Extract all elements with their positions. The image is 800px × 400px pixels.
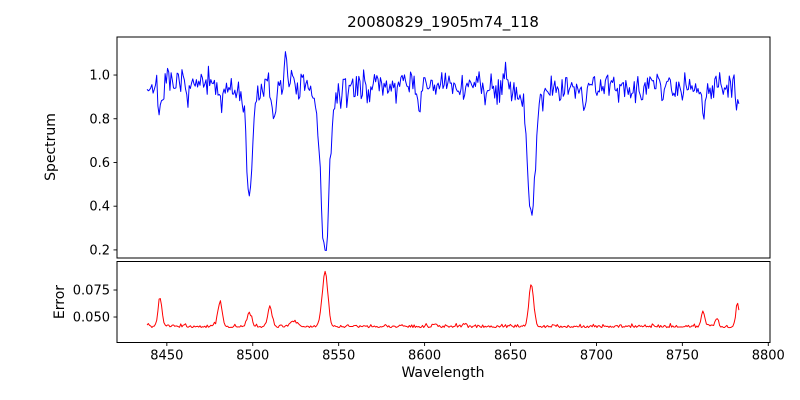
error-series [146, 270, 740, 329]
y-tick-label: 0.8 [89, 112, 110, 127]
x-tick-label: 8500 [236, 349, 269, 364]
x-tick-label: 8800 [752, 349, 785, 364]
x-tick-label: 8700 [580, 349, 613, 364]
spectrum-axes-border [116, 36, 771, 259]
y-tick-label: 0.4 [89, 200, 110, 215]
y-tick-label: 0.050 [73, 311, 110, 326]
wavelength-axis-label: Wavelength [401, 365, 485, 381]
y-tick-label: 1.0 [89, 69, 110, 84]
y-tick-label: 0.075 [73, 284, 110, 299]
y-tick-label: 0.2 [89, 243, 110, 258]
x-tick-label: 8750 [666, 349, 699, 364]
x-tick-label: 8450 [150, 349, 183, 364]
x-tick-label: 8550 [322, 349, 355, 364]
x-tick-label: 8600 [408, 349, 441, 364]
chart-title: 20080829_1905m74_118 [347, 13, 539, 31]
error-axes-border [116, 261, 771, 343]
error-axis-label: Error [52, 284, 68, 320]
x-tick-label: 8650 [494, 349, 527, 364]
y-tick-label: 0.6 [89, 156, 110, 171]
spectrum-series [146, 51, 740, 252]
spectrum-axis-label: Spectrum [43, 113, 59, 181]
